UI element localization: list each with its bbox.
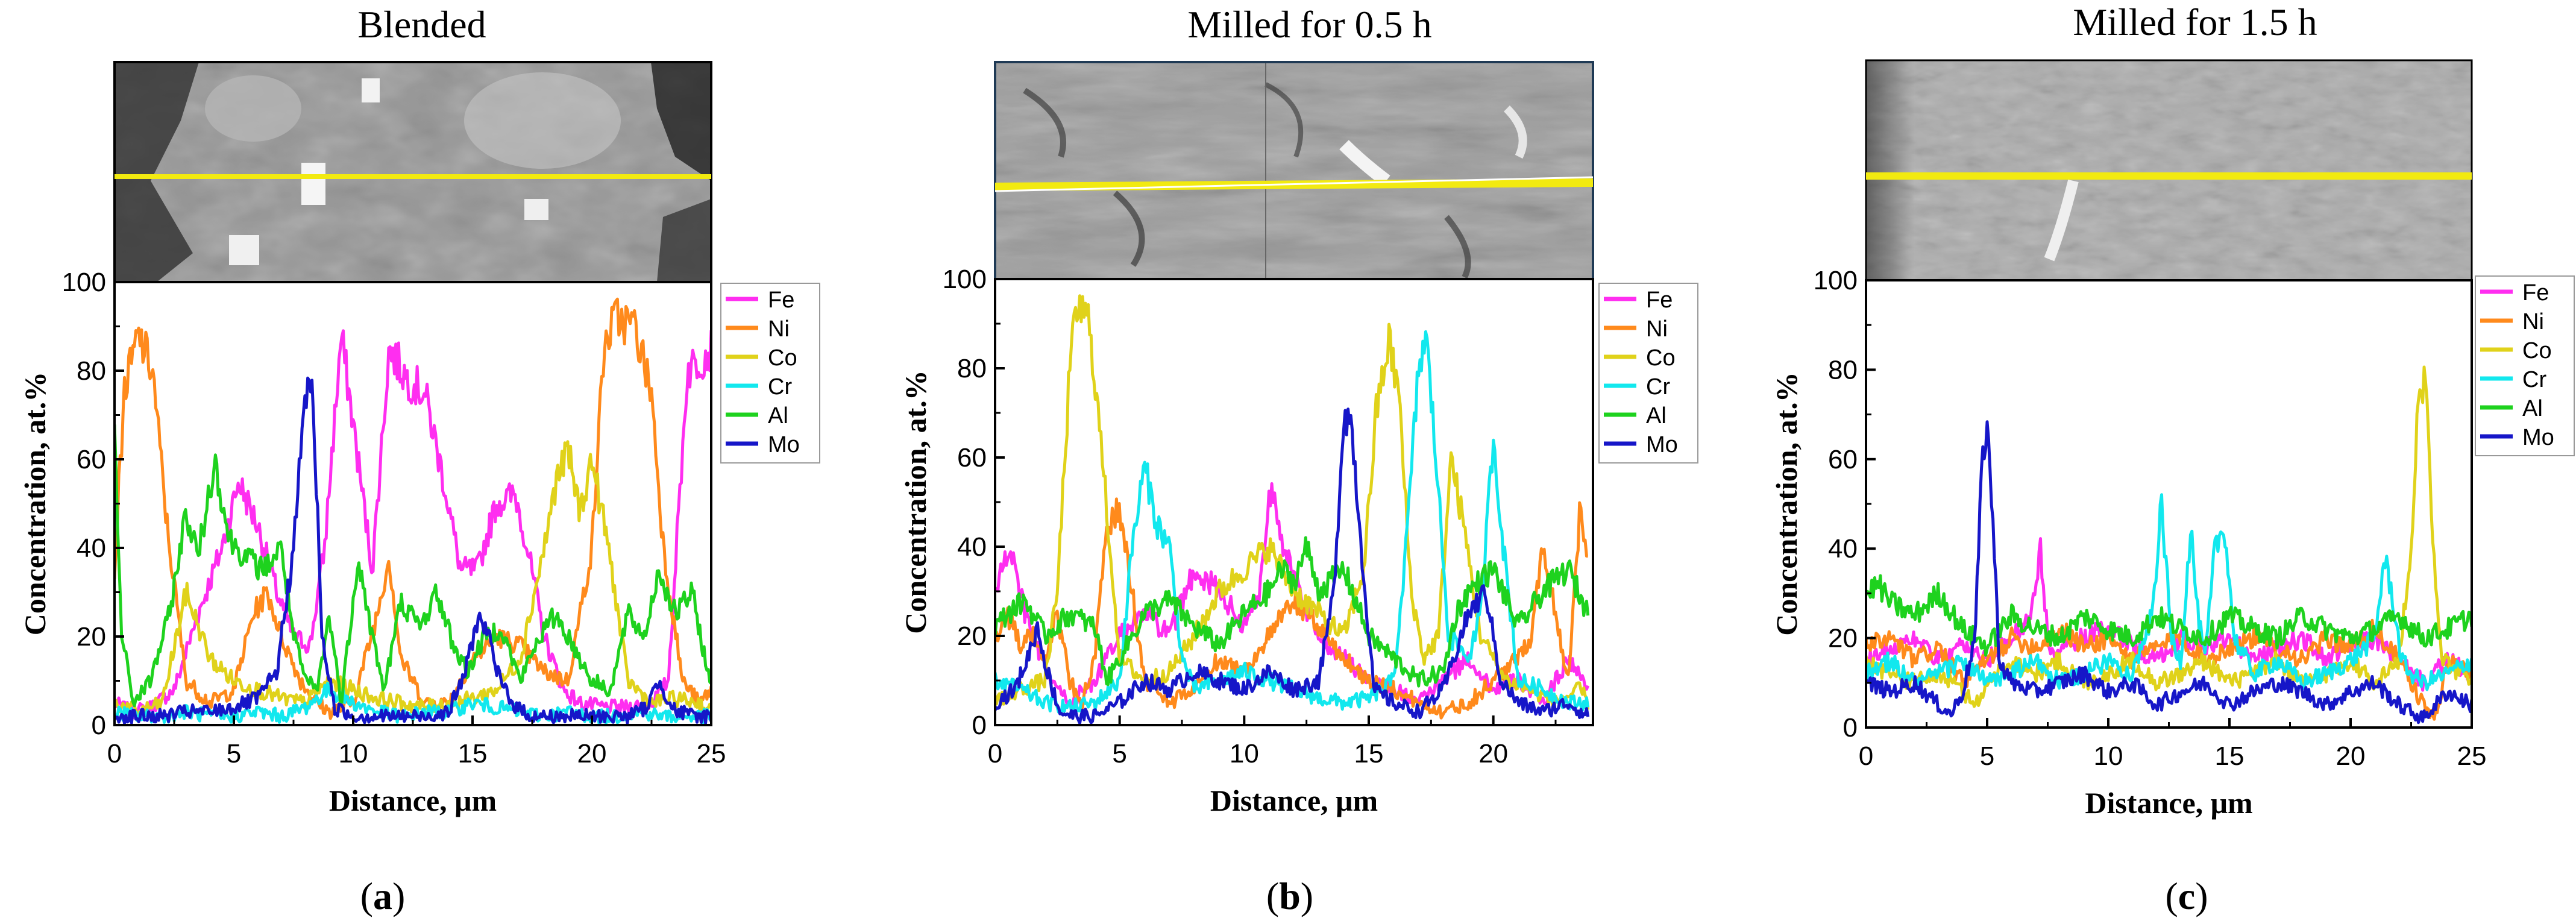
legend-label-al: Al bbox=[1646, 403, 1667, 429]
x-tick-label: 5 bbox=[227, 739, 241, 769]
x-tick-label: 15 bbox=[458, 739, 488, 769]
x-tick-label: 25 bbox=[697, 739, 726, 769]
panel-title: Milled for 1.5 h bbox=[2073, 1, 2317, 43]
series-line-co bbox=[115, 440, 711, 717]
y-tick-label: 80 bbox=[1828, 355, 1858, 385]
legend-box bbox=[2475, 275, 2575, 456]
legend-label-al: Al bbox=[2522, 396, 2543, 421]
x-tick-label: 10 bbox=[2094, 741, 2123, 771]
panel-label: (a) bbox=[360, 875, 406, 917]
x-tick-label: 5 bbox=[1112, 739, 1126, 769]
panel-blended: Blended 0 5 10 15 20 25 0 20 40 60 80 100 Distance, … bbox=[18, 3, 820, 917]
y-tick-label: 20 bbox=[1828, 624, 1858, 653]
y-tick-label: 0 bbox=[1843, 713, 1858, 743]
x-tick-label: 10 bbox=[339, 739, 368, 769]
legend-label-mo: Mo bbox=[768, 432, 800, 457]
x-axis-label: Distance, μm bbox=[1210, 784, 1378, 817]
series-line-cr bbox=[1866, 493, 2472, 691]
legend-label-co: Co bbox=[768, 345, 797, 371]
y-axis-label: Concentration, at.% bbox=[18, 372, 52, 635]
panel-title: Milled for 0.5 h bbox=[1187, 3, 1431, 46]
x-tick-label: 0 bbox=[1859, 741, 1873, 771]
legend-label-cr: Cr bbox=[768, 374, 792, 400]
sem-micrograph-icon bbox=[113, 61, 712, 283]
legend-label-ni: Ni bbox=[2522, 309, 2544, 335]
x-tick-label: 5 bbox=[1980, 741, 1994, 771]
y-tick-label: 100 bbox=[943, 265, 987, 294]
panel-milled-1-5h: Milled for 1.5 h 0 5 10 15 20 25 0 20 40 60 80 100 D… bbox=[1770, 1, 2575, 917]
y-tick-label: 100 bbox=[1814, 266, 1858, 295]
legend-box bbox=[720, 283, 820, 464]
x-tick-label: 25 bbox=[2457, 741, 2487, 771]
y-axis-label: Concentration, at.% bbox=[1770, 372, 1803, 635]
panel-label: (b) bbox=[1266, 875, 1313, 917]
y-axis-label: Concentration, at.% bbox=[899, 370, 932, 633]
y-tick-label: 40 bbox=[77, 533, 106, 563]
series-line-co bbox=[995, 294, 1590, 711]
legend-label-mo: Mo bbox=[2522, 425, 2554, 450]
legend-label-co: Co bbox=[2522, 338, 2552, 363]
legend-label-co: Co bbox=[1646, 345, 1676, 371]
plot-frame bbox=[994, 278, 1594, 726]
legend-label-ni: Ni bbox=[1646, 316, 1668, 342]
y-tick-label: 40 bbox=[957, 532, 987, 562]
x-tick-label: 0 bbox=[988, 739, 1002, 769]
series-line-al bbox=[995, 536, 1590, 688]
y-tick-label: 60 bbox=[77, 445, 106, 474]
y-tick-label: 80 bbox=[957, 354, 987, 383]
legend-label-fe: Fe bbox=[2522, 280, 2549, 306]
y-tick-label: 100 bbox=[62, 268, 106, 297]
x-tick-label: 10 bbox=[1230, 739, 1259, 769]
series-line-ni bbox=[115, 297, 711, 720]
panel-title: Blended bbox=[357, 3, 486, 46]
y-tick-label: 20 bbox=[77, 622, 106, 652]
x-tick-label: 20 bbox=[577, 739, 607, 769]
series-line-fe bbox=[115, 329, 711, 720]
legend-label-mo: Mo bbox=[1646, 432, 1678, 457]
series-line-mo bbox=[115, 376, 711, 725]
y-tick-label: 60 bbox=[1828, 445, 1858, 474]
legend: Fe Ni Co Cr Al Mo bbox=[720, 283, 820, 464]
x-tick-label: 20 bbox=[1478, 739, 1508, 769]
x-axis-label: Distance, μm bbox=[2085, 786, 2252, 820]
legend-label-cr: Cr bbox=[1646, 374, 1670, 400]
legend: Fe Ni Co Cr Al Mo bbox=[2475, 275, 2575, 456]
sem-micrograph-icon bbox=[1865, 59, 2473, 281]
x-axis-label: Distance, μm bbox=[329, 784, 497, 817]
panel-milled-0-5h: Milled for 0.5 h 0 5 10 15 20 0 20 40 60 80 100 Dis… bbox=[899, 3, 1698, 917]
x-tick-label: 15 bbox=[1354, 739, 1384, 769]
legend-box bbox=[1598, 283, 1698, 464]
y-tick-label: 20 bbox=[957, 621, 987, 651]
series-line-cr bbox=[995, 330, 1590, 714]
x-tick-label: 20 bbox=[2336, 741, 2366, 771]
series-line-fe bbox=[1866, 537, 2472, 692]
legend-label-fe: Fe bbox=[768, 288, 794, 313]
x-tick-label: 15 bbox=[2215, 741, 2245, 771]
series-line-al bbox=[1866, 574, 2472, 657]
plot-frame bbox=[113, 281, 712, 726]
legend-label-cr: Cr bbox=[2522, 367, 2546, 392]
series-line-al bbox=[115, 424, 711, 708]
legend-label-al: Al bbox=[768, 403, 788, 429]
sem-micrograph-icon bbox=[994, 61, 1594, 280]
y-tick-label: 80 bbox=[77, 356, 106, 386]
y-tick-label: 0 bbox=[92, 711, 106, 740]
series-line-mo bbox=[1866, 420, 2472, 725]
legend-label-fe: Fe bbox=[1646, 288, 1673, 313]
legend-label-ni: Ni bbox=[768, 316, 790, 342]
scan-line-edge bbox=[994, 176, 1594, 192]
panel-label: (c) bbox=[2165, 875, 2208, 917]
series-line-mo bbox=[995, 407, 1590, 725]
y-tick-label: 0 bbox=[972, 711, 987, 740]
legend: Fe Ni Co Cr Al Mo bbox=[1598, 283, 1698, 464]
x-tick-label: 0 bbox=[107, 739, 122, 769]
series-line-ni bbox=[995, 497, 1588, 720]
y-tick-label: 60 bbox=[957, 443, 987, 473]
y-tick-label: 40 bbox=[1828, 534, 1858, 564]
